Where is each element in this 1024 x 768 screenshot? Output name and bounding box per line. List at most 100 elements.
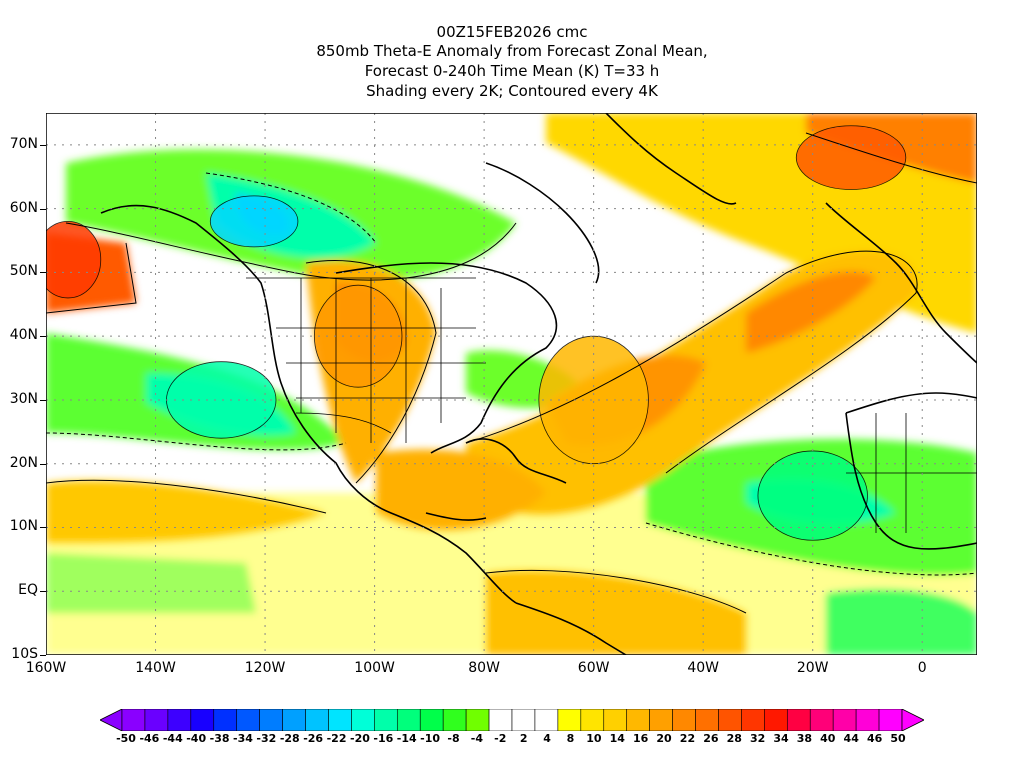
title-line-2: 850mb Theta-E Anomaly from Forecast Zona… <box>316 42 708 60</box>
colorbar-label: 4 <box>543 732 551 745</box>
longitude-label: 160W <box>25 660 67 676</box>
longitude-label: 120W <box>244 660 286 676</box>
gulf-alaska-anomaly <box>46 221 102 299</box>
colorbar-label: 10 <box>586 732 602 745</box>
colorbar-label: 20 <box>656 732 672 745</box>
colorbar-swatch <box>419 709 444 731</box>
colorbar-label: -28 <box>279 732 300 745</box>
latitude-label: 60N <box>9 199 38 216</box>
longitude-label: 80W <box>468 660 500 676</box>
colorbar-swatch <box>190 709 215 731</box>
colorbar-label: -2 <box>494 732 507 745</box>
colorbar-label: -14 <box>396 732 417 745</box>
colorbar-label: 28 <box>726 732 742 745</box>
colorbar-label: 34 <box>773 732 789 745</box>
colorbar-swatch <box>786 709 811 731</box>
colorbar-swatch <box>695 709 719 731</box>
colorbar-label: 46 <box>866 732 883 745</box>
latitude-tick <box>40 463 46 465</box>
colorbar-swatch <box>672 709 696 731</box>
latitude-label: 20N <box>9 454 38 471</box>
latitude-tick <box>40 272 46 274</box>
colorbar-label: 8 <box>566 732 575 745</box>
colorbar-swatch <box>534 709 559 731</box>
colorbar-swatch <box>328 709 352 731</box>
longitude-label: 0 <box>917 660 927 676</box>
latitude-tick <box>40 144 46 146</box>
colorbar-label: 14 <box>609 732 625 745</box>
latitude-label: EQ <box>18 582 38 599</box>
colorbar-swatch <box>764 709 788 731</box>
longitude-label: 60W <box>577 660 610 676</box>
colorbar-label: 16 <box>633 732 649 745</box>
longitude-label: 20W <box>796 660 829 676</box>
colorbar-label: -22 <box>326 732 347 745</box>
latitude-tick <box>40 399 46 401</box>
latitude-tick <box>40 527 46 529</box>
colorbar-swatch <box>855 709 880 731</box>
atlantic-plume <box>538 335 649 465</box>
colorbar-label: 2 <box>519 732 528 745</box>
colorbar-swatch <box>511 709 536 731</box>
colorbar-label: 38 <box>796 732 813 745</box>
latitude-tick <box>40 655 46 656</box>
latitude-label: 10N <box>9 518 38 535</box>
title-line-3: Forecast 0-240h Time Mean (K) T=33 h <box>364 62 660 80</box>
colorbar-swatch <box>580 709 605 731</box>
colorbar-left-arrow <box>100 709 123 731</box>
colorbar-swatch <box>603 709 628 731</box>
colorbar-swatch <box>741 709 765 731</box>
colorbar-label: 32 <box>749 732 766 745</box>
colorbar-label: -44 <box>162 732 183 745</box>
longitude-label: 100W <box>354 660 395 676</box>
colorbar-swatch <box>144 709 169 731</box>
latitude-label: 70N <box>9 135 38 152</box>
colorbar <box>100 709 924 731</box>
colorbar-label: -50 <box>116 732 136 745</box>
colorbar-swatch <box>374 709 398 731</box>
colorbar-swatch <box>396 709 421 731</box>
colorbar-label: -46 <box>139 732 160 745</box>
colorbar-label: -38 <box>209 732 230 745</box>
colorbar-swatch <box>236 709 260 731</box>
longitude-label: 40W <box>687 660 719 676</box>
colorbar-swatch <box>649 709 673 731</box>
colorbar-label: -16 <box>373 732 394 745</box>
colorbar-label: 22 <box>679 732 696 745</box>
colorbar-label: -26 <box>303 732 324 745</box>
colorbar-swatch <box>442 709 467 731</box>
colorbar-label: 50 <box>890 732 906 745</box>
canada-cold <box>209 195 299 248</box>
colorbar-swatch <box>488 709 513 731</box>
political-borders <box>246 277 977 533</box>
nw-atlantic-anomaly <box>795 125 907 190</box>
colorbar-swatch <box>557 709 582 731</box>
colorbar-label: 44 <box>843 732 859 745</box>
theta-e-anomaly-map <box>46 113 977 655</box>
colorbar-label: -20 <box>350 732 370 745</box>
latitude-tick <box>40 591 46 593</box>
colorbar-swatch <box>626 709 650 731</box>
colorbar-label: 26 <box>703 732 719 745</box>
colorbar-swatch <box>213 709 238 731</box>
latitude-label: 30N <box>9 390 38 407</box>
colorbar-label: -10 <box>420 732 441 745</box>
colorbar-label: 40 <box>820 732 836 745</box>
colorbar-swatch <box>832 709 857 731</box>
colorbar-swatch <box>718 709 742 731</box>
latitude-label: 10S <box>11 646 38 662</box>
title-line-1: 00Z15FEB2026 cmc <box>436 23 588 41</box>
latitude-tick <box>40 208 46 210</box>
colorbar-swatch <box>167 709 192 731</box>
colorbar-swatch <box>809 709 834 731</box>
colorbar-label: -8 <box>447 732 460 745</box>
colorbar-swatch <box>351 709 375 731</box>
latitude-label: 50N <box>9 263 38 280</box>
colorbar-label: -4 <box>470 732 484 745</box>
sahara-cold <box>757 450 868 541</box>
colorbar-label: -32 <box>256 732 277 745</box>
colorbar-swatch <box>465 709 490 731</box>
colorbar-swatch <box>121 709 146 731</box>
colorbar-swatch <box>878 709 903 731</box>
colorbar-label: -34 <box>233 732 253 745</box>
